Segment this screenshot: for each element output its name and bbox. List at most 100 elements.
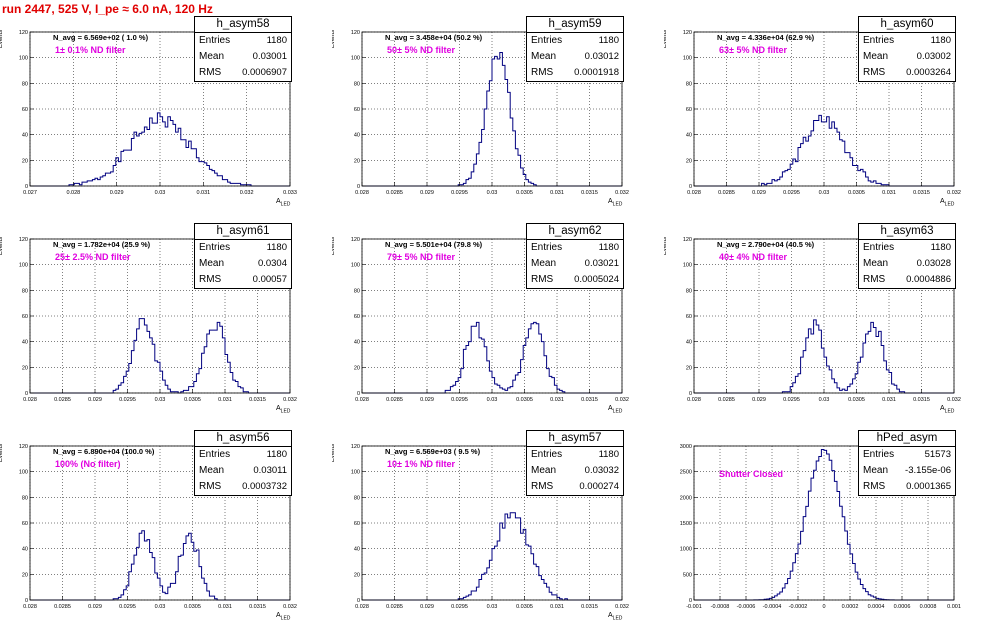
y-tick-label: 100 <box>351 470 360 476</box>
stats-row-mean: Mean 0.03012 <box>527 49 623 65</box>
y-tick-label: 100 <box>19 263 28 269</box>
y-tick-label: 40 <box>354 133 360 139</box>
y-tick-label: 0 <box>689 391 692 397</box>
x-tick-label: 0.03 <box>487 190 498 196</box>
x-tick-label: 0.0305 <box>848 190 865 196</box>
stats-row-mean: Mean 0.03011 <box>195 463 291 479</box>
stats-value-entries: 1180 <box>598 242 619 253</box>
y-tick-label: 120 <box>683 30 692 36</box>
filter-annotation: 100% (No filter) <box>55 459 121 469</box>
histogram-name: h_asym58 <box>195 17 291 33</box>
y-axis-label-text: Events <box>0 236 5 256</box>
stats-value-rms: 0.0003732 <box>242 481 287 492</box>
x-tick-label: 0 <box>822 604 825 610</box>
navg-label: N_avg = 2.790e+04 (40.5 %) <box>717 240 815 249</box>
x-axis-label-text: A <box>940 405 945 412</box>
stats-value-rms: 0.000274 <box>579 481 619 492</box>
stats-row-entries: Entries 1180 <box>527 33 623 49</box>
stats-label-rms: RMS <box>531 481 554 492</box>
x-tick-label: 0.028 <box>355 397 369 403</box>
filter-annotation: 25± 2.5% ND filter <box>55 252 131 262</box>
filter-annotation: 79± 5% ND filter <box>387 252 455 262</box>
histogram-name: h_asym63 <box>859 224 955 240</box>
x-tick-label: 0.0295 <box>451 397 468 403</box>
y-tick-label: 0 <box>357 391 360 397</box>
stats-label-rms: RMS <box>199 274 222 285</box>
x-tick-label: 0.03 <box>155 397 166 403</box>
y-tick-label: 100 <box>351 56 360 62</box>
x-tick-label: 0.028 <box>687 190 701 196</box>
y-tick-label: 20 <box>686 158 692 164</box>
x-tick-label: 0.0315 <box>249 604 266 610</box>
histogram-plot: 0.028 0.0285 0.029 0.0295 0.03 0.0305 0.031 0.0… <box>683 30 961 196</box>
filter-annotation: 63± 5% ND filter <box>719 45 787 55</box>
x-axis-label: ALED <box>608 405 622 414</box>
x-tick-label: 0.03 <box>819 397 830 403</box>
x-tick-label: 0.032 <box>240 190 254 196</box>
y-tick-label: 120 <box>683 237 692 243</box>
y-axis-label-text: Events <box>664 29 669 49</box>
x-tick-label: 0.03 <box>155 604 166 610</box>
x-tick-label: 0.028 <box>355 190 369 196</box>
histogram-name: h_asym57 <box>527 431 623 447</box>
stats-row-rms: RMS 0.00057 <box>195 272 291 288</box>
stats-value-entries: 1180 <box>266 242 287 253</box>
x-tick-label: 0.032 <box>615 397 629 403</box>
histogram-series <box>694 114 954 187</box>
y-tick-label: 100 <box>683 56 692 62</box>
stats-value-mean: 0.0304 <box>257 258 287 269</box>
x-tick-label: 0.03 <box>819 190 830 196</box>
x-tick-label: 0.0305 <box>848 397 865 403</box>
x-axis-label-subscript: LED <box>280 201 291 208</box>
x-tick-label: 0.029 <box>752 190 766 196</box>
x-tick-label: 0.031 <box>550 190 564 196</box>
y-tick-label: 100 <box>19 470 28 476</box>
x-tick-label: 0.031 <box>550 604 564 610</box>
y-tick-label: 80 <box>22 288 28 294</box>
x-tick-label: 0.032 <box>947 397 961 403</box>
stats-label-mean: Mean <box>531 258 557 269</box>
stats-row-rms: RMS 0.000274 <box>527 479 623 495</box>
x-tick-label: -0.0004 <box>763 604 782 610</box>
stats-row-mean: Mean 0.03032 <box>527 463 623 479</box>
stats-value-mean: 0.03032 <box>584 465 619 476</box>
y-tick-label: 100 <box>19 56 28 62</box>
y-tick-label: 80 <box>354 495 360 501</box>
x-axis-label: ALED <box>608 612 622 621</box>
stats-row-entries: Entries 1180 <box>527 447 623 463</box>
x-tick-label: 0.029 <box>88 397 102 403</box>
stats-value-mean: -3.155e-06 <box>905 465 951 476</box>
histogram-panel: 0.028 0.0285 0.029 0.0295 0.03 0.0305 0.031 0.0… <box>664 16 994 221</box>
histogram-panel: 0.028 0.0285 0.029 0.0295 0.03 0.0305 0.031 0.0… <box>332 223 662 428</box>
y-tick-label: 500 <box>683 572 692 578</box>
histogram-panel: 0.028 0.0285 0.029 0.0295 0.03 0.0305 0.031 0.0… <box>0 430 330 635</box>
y-axis-label: Events <box>664 233 674 263</box>
histogram-panel: 0.028 0.0285 0.029 0.0295 0.03 0.0305 0.031 0.0… <box>0 223 330 428</box>
y-tick-label: 20 <box>22 572 28 578</box>
y-tick-label: 120 <box>351 30 360 36</box>
x-tick-label: 0.001 <box>947 604 961 610</box>
stats-label-rms: RMS <box>863 481 886 492</box>
stats-label-rms: RMS <box>863 274 886 285</box>
histogram-panel: -0.001 -0.0008 -0.0006 -0.0004 -0.0002 0 0.000… <box>664 430 994 635</box>
x-tick-label: 0.0315 <box>581 190 598 196</box>
histogram-name: h_asym56 <box>195 431 291 447</box>
y-tick-label: 20 <box>686 365 692 371</box>
stats-row-entries: Entries 1180 <box>527 240 623 256</box>
stats-value-mean: 0.03028 <box>916 258 951 269</box>
x-tick-label: 0.0305 <box>516 397 533 403</box>
x-tick-label: 0.0305 <box>184 397 201 403</box>
stats-value-rms: 0.00057 <box>252 274 287 285</box>
histogram-name: h_asym62 <box>527 224 623 240</box>
y-tick-label: 40 <box>686 133 692 139</box>
y-tick-label: 60 <box>22 314 28 320</box>
filter-annotation: 50± 5% ND filter <box>387 45 455 55</box>
stats-row-entries: Entries 1180 <box>859 240 955 256</box>
x-tick-label: 0.0315 <box>581 397 598 403</box>
stats-label-mean: Mean <box>531 51 557 62</box>
filter-annotation: 1± 0.1% ND filter <box>55 45 126 55</box>
stats-row-rms: RMS 0.0001918 <box>527 65 623 81</box>
x-axis-label-subscript: LED <box>612 615 623 622</box>
stats-value-mean: 0.03021 <box>584 258 619 269</box>
stats-value-entries: 51573 <box>924 449 951 460</box>
